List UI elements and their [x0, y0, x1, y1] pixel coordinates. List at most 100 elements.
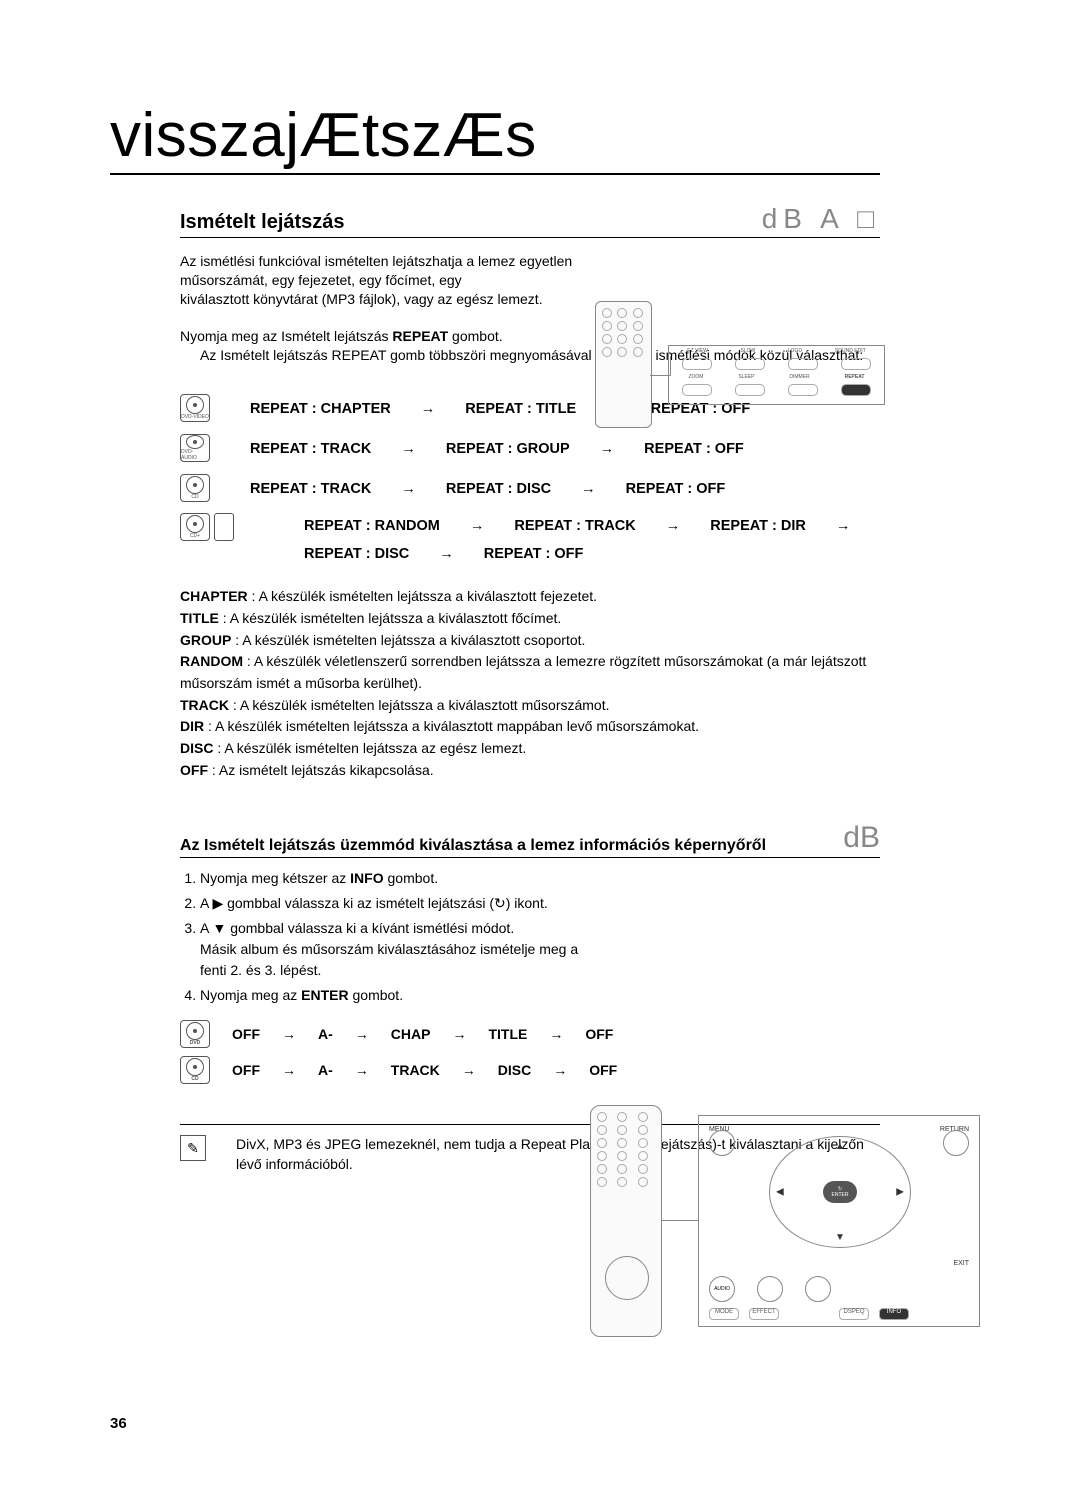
- rep-item: REPEAT : OFF: [484, 541, 584, 569]
- dspeq-button: DSPEQ: [839, 1308, 869, 1320]
- return-button-icon: [943, 1130, 969, 1156]
- repeat-bold: REPEAT: [392, 328, 448, 344]
- seq-row-cd: CD OFF→ A-→ TRACK→ DISC→ OFF: [180, 1056, 980, 1084]
- disc-icon-dvd-small: DVD: [180, 1020, 210, 1048]
- enter-button: ↻ENTER: [823, 1181, 857, 1203]
- seq-item: OFF: [589, 1062, 617, 1078]
- def-text: : A készülék ismételten lejátssza a kivá…: [204, 718, 699, 734]
- left-icon: ◀: [776, 1187, 784, 1198]
- def-term: TITLE: [180, 610, 219, 626]
- connector-line-2: [661, 1220, 699, 1221]
- rep-item: REPEAT : DISC: [446, 476, 551, 504]
- def-row: RANDOM : A készülék véletlenszerű sorren…: [180, 651, 880, 694]
- exit-button-icon: [805, 1276, 831, 1302]
- seq-item: TITLE: [488, 1026, 527, 1042]
- def-row: CHAPTER : A készülék ismételten lejátssz…: [180, 586, 880, 608]
- def-term: GROUP: [180, 632, 231, 648]
- def-text: : A készülék ismételten lejátssza a kivá…: [219, 610, 561, 626]
- disc-icon-label: CD: [191, 1076, 198, 1082]
- rep-item: REPEAT : CHAPTER: [250, 396, 391, 424]
- connector-line: [650, 375, 670, 377]
- def-text: : A készülék ismételten lejátssza az egé…: [213, 740, 526, 756]
- disc-icon-dvdaudio: DVD-AUDIO: [180, 434, 210, 462]
- press-repeat-pre: Nyomja meg az Ismételt lejátszás: [180, 328, 392, 344]
- rep-item: REPEAT : GROUP: [446, 436, 570, 464]
- step-bold: ENTER: [301, 987, 348, 1003]
- mode-button: MODE: [709, 1308, 739, 1320]
- step-text: gombot.: [349, 987, 403, 1003]
- remote-outline: [595, 301, 652, 428]
- seq-item: CHAP: [391, 1026, 431, 1042]
- disc-icon-dvdvideo: DVD-VIDEO: [180, 394, 210, 422]
- seq-item: A-: [318, 1062, 333, 1078]
- disc-icon-label: DVD: [190, 1040, 201, 1046]
- seq-item: OFF: [232, 1026, 260, 1042]
- def-row: DIR : A készülék ismételten lejátssza a …: [180, 716, 880, 738]
- def-row: GROUP : A készülék ismételten lejátssza …: [180, 630, 880, 652]
- def-row: OFF : Az ismételt lejátszás kikapcsolása…: [180, 760, 880, 782]
- subtitle-button-icon: [757, 1276, 783, 1302]
- steps-list: Nyomja meg kétszer az INFO gombot. A ▶ g…: [180, 868, 600, 1006]
- effect-button: EFFECT: [749, 1308, 779, 1320]
- section1-title: Ismételt lejátszás: [180, 211, 345, 234]
- btn-label: EZ VIEW: [687, 348, 708, 354]
- def-text: : A készülék véletlenszerű sorrendben le…: [180, 653, 866, 691]
- section1-header: Ismételt lejátszás dB A □: [180, 203, 880, 238]
- step-3-sub: Másik album és műsorszám kiválasztásához…: [200, 939, 600, 981]
- remote-button-detail: EZ VIEWSLOWLOGOSOUND EDIT ZOOMSLEEPDIMME…: [668, 345, 885, 405]
- intro-line2: kiválasztott könyvtárat (MP3 fájlok), va…: [180, 291, 543, 307]
- rep-item: REPEAT : RANDOM: [304, 513, 440, 541]
- info-button: INFO: [879, 1308, 909, 1320]
- page-number: 36: [110, 1415, 127, 1432]
- intro-paragraph: Az ismétlési funkcióval ismételten leját…: [180, 252, 610, 309]
- def-text: : A készülék ismételten lejátssza a kivá…: [231, 632, 585, 648]
- rep-item: REPEAT : TITLE: [465, 396, 576, 424]
- section2-title: Az Ismételt lejátszás üzemmód kiválasztá…: [180, 837, 766, 855]
- down-icon: ▼: [835, 1232, 845, 1243]
- rep-item: REPEAT : OFF: [626, 476, 726, 504]
- section1-badges: dB A □: [762, 203, 880, 235]
- section2-header: Az Ismételt lejátszás üzemmód kiválasztá…: [180, 821, 880, 858]
- audio-button-icon: AUDIO: [709, 1276, 735, 1302]
- main-title: visszajÆtszÆs: [110, 100, 880, 175]
- disc-icon-label: CD+: [190, 533, 200, 539]
- seq-item: DISC: [498, 1062, 531, 1078]
- right-icon: ▶: [896, 1187, 904, 1198]
- remote-diagram-bottom: MENU RETURN EXIT ▲ ▼ ◀ ▶ ↻ENTER AUDIO MO…: [590, 1105, 980, 1345]
- up-icon: ▲: [835, 1141, 845, 1152]
- step-text: Nyomja meg az: [200, 987, 301, 1003]
- repeat-row-cdplus: CD+ REPEAT : RANDOM → REPEAT : TRACK → R…: [180, 513, 880, 568]
- btn-label: ZOOM: [688, 374, 703, 380]
- intro-line1: Az ismétlési funkcióval ismételten leját…: [180, 253, 572, 288]
- press-repeat-post: gombot.: [448, 328, 502, 344]
- def-row: TITLE : A készülék ismételten lejátssza …: [180, 608, 880, 630]
- def-term: TRACK: [180, 697, 229, 713]
- rep-item: REPEAT : OFF: [644, 436, 744, 464]
- extra-box-icon: [214, 513, 234, 541]
- rep-item: REPEAT : DIR: [710, 513, 806, 541]
- btn-label: LOGO: [788, 348, 802, 354]
- step-text: A ▶ gombbal válassza ki az ismételt lejá…: [200, 895, 548, 911]
- step-2: A ▶ gombbal válassza ki az ismételt lejá…: [200, 893, 600, 914]
- nav-dpad: ▲ ▼ ◀ ▶ ↻ENTER: [769, 1136, 911, 1248]
- note-icon: ✎: [180, 1135, 206, 1161]
- menu-button-icon: [709, 1130, 735, 1156]
- def-row: TRACK : A készülék ismételten lejátssza …: [180, 695, 880, 717]
- disc-icon-label: DVD-AUDIO: [181, 449, 209, 461]
- seq-item: OFF: [585, 1026, 613, 1042]
- btn-label: SLOW: [740, 348, 755, 354]
- step-text: gombot.: [384, 870, 438, 886]
- step-text: Nyomja meg kétszer az: [200, 870, 350, 886]
- def-text: : A készülék ismételten lejátssza a kivá…: [248, 588, 597, 604]
- definitions-list: CHAPTER : A készülék ismételten lejátssz…: [180, 586, 880, 781]
- rep-item: REPEAT : DISC: [304, 541, 409, 569]
- section2-badge: dB: [843, 821, 880, 855]
- step-3: A ▼ gombbal válassza ki a kívánt ismétlé…: [200, 918, 600, 981]
- step-4: Nyomja meg az ENTER gombot.: [200, 985, 600, 1006]
- def-term: OFF: [180, 762, 208, 778]
- seq-row-dvd: DVD OFF→ A-→ CHAP→ TITLE→ OFF: [180, 1020, 980, 1048]
- rep-item: REPEAT : TRACK: [250, 436, 371, 464]
- seq-item: TRACK: [391, 1062, 440, 1078]
- step-1: Nyomja meg kétszer az INFO gombot.: [200, 868, 600, 889]
- def-text: : Az ismételt lejátszás kikapcsolása.: [208, 762, 434, 778]
